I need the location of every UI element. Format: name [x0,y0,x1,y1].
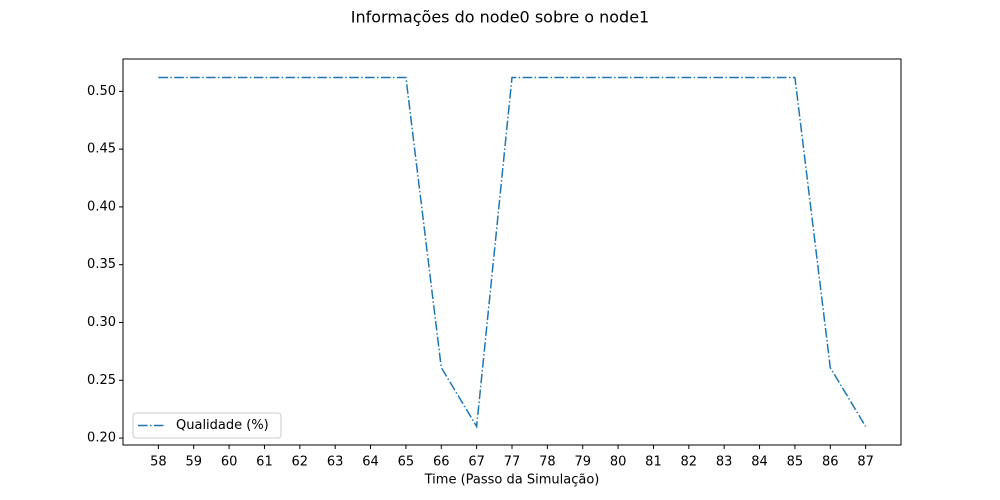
x-tick-label: 62 [292,455,309,470]
x-tick-label: 64 [362,455,379,470]
x-tick-label: 86 [822,455,839,470]
x-tick-label: 82 [681,455,698,470]
x-tick-label: 87 [857,455,874,470]
y-tick-label: 0.25 [87,373,116,388]
y-tick-label: 0.50 [87,84,116,99]
x-tick-label: 84 [751,455,768,470]
y-tick-label: 0.40 [87,199,116,214]
y-tick-label: 0.20 [87,431,116,446]
x-tick-label: 80 [610,455,627,470]
x-tick-label: 79 [574,455,591,470]
x-tick-label: 66 [433,455,450,470]
x-tick-label: 60 [221,455,238,470]
x-tick-label: 85 [787,455,804,470]
x-tick-label: 59 [185,455,202,470]
y-tick-label: 0.45 [87,142,116,157]
plot-area [122,58,902,446]
x-tick-label: 83 [716,455,733,470]
legend-box [132,412,282,439]
x-tick-label: 61 [256,455,273,470]
chart-title: Informações do node0 sobre o node1 [351,8,649,27]
data-line [158,76,867,429]
x-tick-label: 58 [150,455,167,470]
x-axis-label: Time (Passo da Simulação) [424,473,600,488]
x-tick-label: 77 [504,455,521,470]
x-tick-label: 67 [468,455,485,470]
x-tick-label: 81 [645,455,662,470]
y-tick-label: 0.35 [87,257,116,272]
x-tick-label: 78 [539,455,556,470]
legend-label: Qualidade (%) [176,418,269,433]
y-tick-label: 0.30 [87,315,116,330]
x-tick-label: 65 [398,455,415,470]
x-tick-label: 63 [327,455,344,470]
